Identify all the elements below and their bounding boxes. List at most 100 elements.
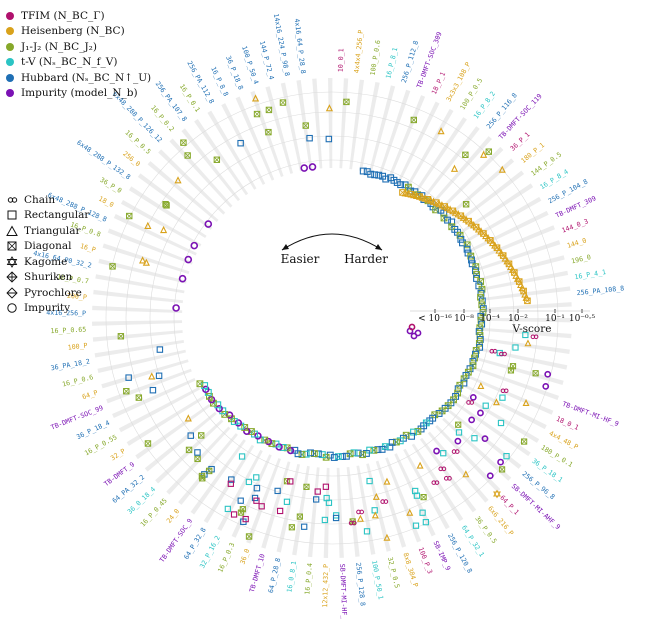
instance-label: 16_P_0.3 bbox=[216, 541, 236, 573]
spoke-band bbox=[479, 270, 569, 292]
marker-diagonal bbox=[303, 483, 310, 490]
spoke-band bbox=[194, 119, 249, 196]
instance-label: 8x8_384_P bbox=[401, 552, 419, 589]
marker-square bbox=[455, 429, 463, 436]
marker-square bbox=[272, 440, 280, 448]
lattice-legend-label: Rectangular bbox=[24, 209, 90, 222]
diag-marker-icon bbox=[7, 241, 17, 251]
legend-item-imp: Impurity (model_N_b) bbox=[6, 86, 151, 102]
marker-triangle bbox=[498, 165, 506, 173]
marker-chain bbox=[351, 520, 357, 526]
spoke-band bbox=[368, 85, 396, 174]
marker-diagonal-cross bbox=[477, 294, 484, 301]
marker-square bbox=[371, 171, 379, 179]
marker-circle bbox=[433, 447, 440, 455]
spoke-band bbox=[359, 81, 380, 171]
axis-tick-label: 10⁻² bbox=[508, 314, 528, 324]
marker-diagonal bbox=[144, 440, 152, 447]
marker-circle bbox=[215, 404, 223, 413]
marker-circle bbox=[204, 220, 213, 228]
marker-square bbox=[512, 344, 519, 351]
marker-triangle bbox=[148, 372, 156, 380]
axis-tick-label: 10⁻⁸ bbox=[454, 314, 474, 324]
axis-tick-label: 10⁻⁴ bbox=[480, 314, 500, 324]
marker-diagonal-cross bbox=[405, 183, 412, 191]
marker-triangle bbox=[416, 461, 424, 469]
instance-label: SB-IMP_9 bbox=[432, 540, 453, 572]
marker-diagonal-cross bbox=[485, 148, 492, 155]
marker-diagonal bbox=[456, 231, 464, 239]
marker-diagonal-cross bbox=[499, 466, 505, 473]
instance-label: 16_P_0.65 bbox=[50, 326, 86, 336]
spoke-band bbox=[231, 454, 272, 538]
pyro-marker-icon bbox=[6, 287, 18, 299]
marker-diagonal bbox=[196, 380, 204, 388]
marker-square bbox=[366, 477, 373, 485]
marker-diagonal-cross bbox=[265, 129, 272, 136]
instance-label: 4x16_64_P_28_8 bbox=[293, 18, 307, 74]
lattice-legend-label: Shuriken bbox=[24, 271, 73, 284]
marker-diagonal-cross bbox=[184, 152, 191, 159]
data-points bbox=[109, 94, 552, 541]
instance-label: 144_P_72_4 bbox=[258, 40, 276, 80]
marker-triangle bbox=[160, 225, 168, 234]
spoke-band bbox=[396, 101, 440, 184]
instance-label: 6x48_288_P_132_8 bbox=[75, 139, 132, 182]
spoke-band bbox=[450, 170, 525, 229]
marker-square bbox=[378, 445, 386, 453]
marker-diagonal-cross bbox=[194, 455, 201, 462]
marker-diagonal bbox=[455, 421, 462, 428]
spoke-band bbox=[366, 463, 391, 552]
spoke-band bbox=[419, 437, 477, 513]
marker-square bbox=[228, 476, 235, 483]
arrow-head-right bbox=[375, 244, 382, 250]
spoke-band bbox=[481, 327, 572, 339]
marker-diagonal bbox=[237, 509, 245, 516]
marker-diagonal-cross bbox=[288, 524, 295, 531]
marker-diagonal bbox=[392, 438, 400, 446]
marker-diagonal bbox=[184, 152, 191, 159]
marker-diagonal-cross bbox=[370, 447, 378, 454]
marker-circle bbox=[486, 472, 494, 480]
spoke-band bbox=[312, 78, 323, 169]
marker-square bbox=[503, 453, 510, 460]
marker-square bbox=[322, 483, 330, 490]
instance-label: 18_0 bbox=[97, 195, 115, 209]
marker-diagonal bbox=[296, 513, 303, 520]
marker-diagonal bbox=[472, 263, 480, 271]
marker-circle bbox=[243, 427, 251, 436]
spoke-band bbox=[349, 79, 365, 170]
marker-square bbox=[388, 438, 396, 446]
instance-label: 36_P_1 bbox=[509, 131, 532, 153]
marker-square bbox=[496, 349, 503, 357]
marker-diagonal-cross bbox=[135, 394, 142, 401]
spoke-band bbox=[102, 243, 190, 275]
instance-label: 36_PA_18_2 bbox=[50, 357, 91, 372]
grid-ring bbox=[173, 159, 491, 477]
instance-label: 256_P_112_8 bbox=[400, 40, 420, 84]
marker-square bbox=[410, 428, 417, 436]
legend-color-dot bbox=[6, 73, 14, 82]
marker-diagonal-cross bbox=[480, 230, 487, 237]
marker-diagonal bbox=[477, 316, 485, 324]
instance-label: 144_0_3 bbox=[561, 217, 590, 234]
spoke-band bbox=[336, 467, 344, 558]
marker-kagome bbox=[493, 489, 501, 499]
instance-label: 256_P_128_8 bbox=[354, 562, 367, 606]
marker-triangle bbox=[383, 533, 391, 541]
marker-diagonal-cross bbox=[440, 214, 448, 222]
marker-diagonal-cross bbox=[239, 506, 246, 513]
marker-diagonal bbox=[440, 214, 448, 222]
marker-diagonal bbox=[478, 301, 486, 309]
lattice-legend-item: Pyrochlore bbox=[6, 285, 89, 301]
marker-square bbox=[463, 245, 471, 253]
spoke-band bbox=[92, 320, 183, 326]
marker-diagonal bbox=[478, 285, 486, 293]
marker-square bbox=[440, 209, 448, 217]
spoke-band bbox=[261, 461, 291, 549]
spoke-band bbox=[137, 173, 213, 230]
marker-circle bbox=[542, 382, 550, 390]
spoke-band bbox=[473, 240, 561, 272]
marker-diagonal bbox=[221, 410, 229, 418]
marker-diagonal bbox=[462, 151, 469, 159]
